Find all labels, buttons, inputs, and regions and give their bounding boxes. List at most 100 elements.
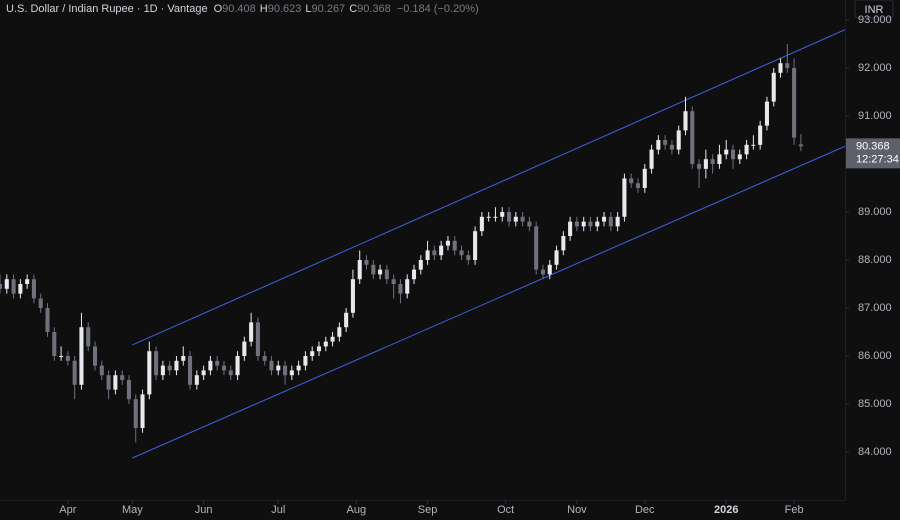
legend-change: −0.184 (−0.20%): [397, 3, 479, 15]
candle-body: [493, 216, 498, 218]
candle-body: [439, 245, 444, 256]
legend-value: 90.623: [268, 3, 302, 15]
candle-body: [635, 183, 641, 189]
candle-body: [11, 279, 16, 294]
y-tick-label: 93.000: [858, 14, 892, 26]
candle-body: [296, 365, 301, 371]
legend-key: H: [260, 3, 268, 15]
candle-body: [622, 178, 627, 217]
last-price-label: 90.368: [856, 140, 890, 152]
candle-body: [520, 216, 525, 222]
last-price-tag: [846, 138, 900, 169]
candle-body: [86, 327, 91, 347]
candle-body: [534, 226, 539, 270]
candle-body: [249, 322, 254, 342]
candle-body: [221, 365, 227, 371]
candle-body: [574, 221, 579, 227]
candle-body: [710, 159, 715, 165]
legend-key: L: [305, 3, 311, 15]
candle-body: [364, 260, 369, 265]
candle-body: [473, 231, 478, 261]
candle-body: [38, 298, 43, 309]
candle-body: [391, 279, 396, 285]
candle-body: [595, 221, 600, 227]
candle-body: [669, 144, 674, 150]
countdown-label: 12:27:34: [856, 153, 899, 165]
y-tick-label: 86.000: [858, 350, 892, 362]
candle-body: [479, 216, 484, 232]
x-tick-label: Dec: [635, 504, 655, 516]
x-tick-label: Aug: [347, 504, 367, 516]
candle-body: [656, 140, 661, 150]
candle-body: [411, 269, 417, 280]
candle-body: [785, 63, 790, 69]
candle-body: [384, 269, 389, 280]
candle-body: [547, 264, 552, 275]
y-tick-label: 88.000: [858, 254, 892, 266]
legend-key: O: [214, 3, 223, 15]
plot-area: [0, 29, 845, 459]
candle-body: [602, 216, 607, 222]
candle-body: [4, 279, 9, 289]
candle-body: [554, 250, 559, 265]
candle-body: [310, 351, 315, 357]
candle-body: [120, 375, 125, 381]
currency-button[interactable]: [854, 0, 894, 19]
candle-body: [59, 356, 64, 358]
candle-body: [703, 159, 708, 169]
y-tick-label: 89.000: [858, 206, 892, 218]
candle-body: [758, 125, 763, 145]
candle-body: [276, 365, 281, 371]
candle-body: [405, 279, 410, 294]
candle-body: [445, 240, 450, 246]
candle-body: [126, 380, 131, 400]
candle-body: [255, 322, 260, 357]
x-tick-label: Apr: [59, 504, 76, 516]
candle-body: [663, 140, 668, 145]
candle-body: [792, 68, 797, 138]
candle-body: [283, 365, 288, 376]
candle-body: [99, 365, 104, 376]
y-tick-label: 91.000: [858, 110, 892, 122]
legend-value: 90.408: [222, 3, 256, 15]
candle-body: [215, 360, 220, 366]
candle-body: [425, 250, 430, 261]
candle-body: [269, 360, 274, 371]
candle-body: [147, 351, 152, 395]
candle-body: [316, 346, 322, 352]
candle-body: [764, 101, 769, 126]
x-tick-label: 2026: [714, 504, 738, 516]
x-tick-label: Oct: [497, 504, 514, 516]
candle-body: [540, 269, 546, 275]
legend-value: 90.267: [312, 3, 346, 15]
trend-line: [132, 29, 845, 346]
currency-label[interactable]: INR: [865, 4, 884, 16]
candle-body: [507, 212, 512, 222]
candle-body: [18, 284, 23, 294]
candle-body: [79, 327, 84, 385]
candle-body: [378, 269, 383, 275]
candle-body: [242, 341, 247, 357]
candle-body: [649, 149, 654, 169]
candle-body: [92, 346, 98, 366]
candle-body: [235, 356, 240, 376]
trend-line: [132, 145, 845, 459]
candle-body: [160, 365, 165, 376]
y-tick-label: 85.000: [858, 398, 892, 410]
candle-body: [65, 356, 70, 361]
candle-body: [398, 284, 403, 294]
candle-body: [561, 236, 566, 251]
candle-body: [432, 250, 437, 256]
candle-body: [798, 144, 803, 147]
candle-body: [486, 216, 491, 218]
candle-body: [140, 394, 145, 429]
candle-body: [608, 216, 613, 227]
candle-body: [744, 144, 749, 155]
candle-body: [459, 250, 464, 256]
candle-body: [289, 370, 294, 376]
candle-body: [418, 260, 423, 270]
y-tick-label: 92.000: [858, 62, 892, 74]
candle-body: [303, 356, 308, 366]
candle-body: [683, 111, 688, 131]
